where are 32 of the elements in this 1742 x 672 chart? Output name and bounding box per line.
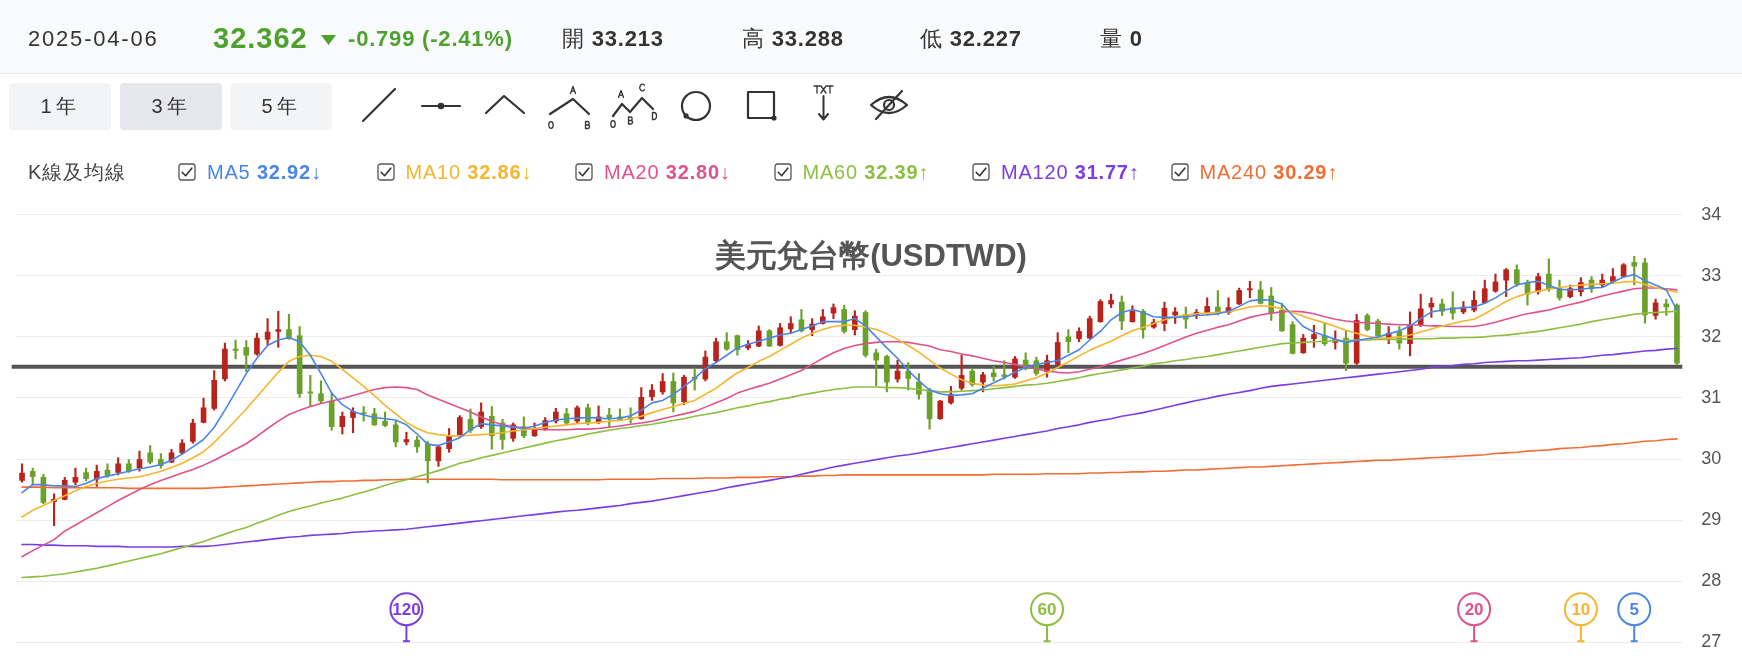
- text: MA120 31.77↑: [1001, 160, 1140, 184]
- text: 1年: [40, 94, 80, 119]
- candlestick: [232, 339, 239, 360]
- text: 開 33.213: [562, 26, 664, 52]
- legend-title: K線及均線: [28, 159, 127, 185]
- text: -0.799 (-2.41%): [348, 26, 513, 52]
- annotation: 5: [1629, 599, 1639, 619]
- text: 量 0: [1100, 26, 1143, 52]
- y-tick-label: 29: [1701, 509, 1722, 530]
- y-tick-label: 28: [1701, 570, 1722, 591]
- y-tick-label: 34: [1701, 203, 1722, 224]
- text: 低 32.227: [920, 26, 1022, 52]
- text: MA5 32.92↓: [207, 160, 322, 184]
- y-tick-label: 33: [1701, 264, 1722, 285]
- text: MA60 32.39↑: [802, 160, 930, 184]
- text: MA10 32.86↓: [405, 160, 533, 184]
- text: MA240 30.29↑: [1199, 160, 1339, 184]
- annotation: 10: [1571, 599, 1591, 619]
- text: MA20 32.80↓: [604, 160, 731, 184]
- text: 32.362: [213, 22, 308, 56]
- y-tick-label: 27: [1701, 631, 1722, 652]
- text: 3年: [151, 94, 191, 119]
- annotation: 60: [1037, 599, 1057, 619]
- y-tick-label: 30: [1701, 448, 1722, 468]
- annotation: 20: [1464, 599, 1484, 619]
- text: 高 33.288: [742, 26, 844, 52]
- annotation: 120: [392, 599, 421, 619]
- y-tick-label: 31: [1701, 386, 1722, 407]
- text: 5年: [261, 94, 301, 119]
- text: 美元兌台幣(USDTWD): [715, 238, 1027, 273]
- text: 2025-04-06: [28, 26, 159, 52]
- y-tick-label: 32: [1701, 325, 1722, 346]
